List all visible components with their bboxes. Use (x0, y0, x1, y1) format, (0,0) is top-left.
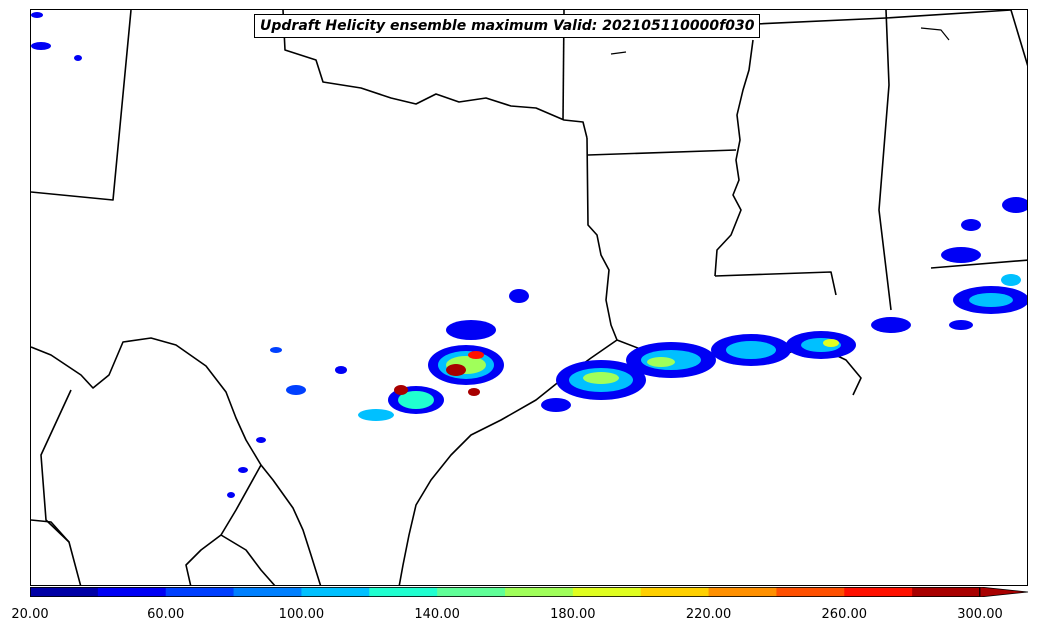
helicity-cell (468, 351, 484, 359)
map-title: Updraft Helicity ensemble maximum Valid:… (254, 14, 761, 38)
helicity-cell (286, 385, 306, 395)
map-canvas (31, 10, 1027, 585)
boundary-fl (930, 259, 1027, 269)
state-boundaries (31, 10, 1027, 585)
helicity-cell (398, 391, 434, 409)
colorbar-segment (640, 587, 710, 597)
boundary-mx-2 (31, 519, 70, 543)
helicity-cell (394, 385, 408, 395)
helicity-cell (583, 372, 619, 384)
colorbar-segment (844, 587, 913, 597)
helicity-cell (238, 467, 248, 473)
colorbar-segment (776, 587, 845, 597)
helicity-cell (227, 492, 235, 498)
colorbar-segment (437, 587, 506, 597)
colorbar-tick-label: 300.00 (957, 607, 1003, 622)
helicity-cell (961, 219, 981, 231)
boundary-nm-panhandle (31, 10, 132, 201)
boundary-al-ga (1010, 10, 1027, 67)
boundary-ms-al (878, 10, 892, 311)
helicity-cell (969, 293, 1013, 307)
helicity-swaths (31, 12, 1027, 498)
helicity-cell (941, 247, 981, 263)
colorbar-extend-arrow (979, 587, 1029, 597)
boundary-mx-1 (40, 389, 82, 585)
helicity-cell (358, 409, 394, 421)
helicity-cell (1001, 274, 1021, 286)
boundary-mississippi (714, 39, 754, 277)
boundary-red-river (282, 10, 588, 139)
colorbar-segment (708, 587, 777, 597)
colorbar-tick-label: 100.00 (278, 607, 325, 622)
helicity-cell (541, 398, 571, 412)
colorbar-tick-label: 60.00 (147, 607, 185, 622)
colorbar-segment (572, 587, 642, 597)
helicity-cell (74, 55, 82, 61)
colorbar-segment (505, 587, 574, 597)
boundary-sabine (586, 137, 618, 341)
boundary-rio-grande (31, 337, 322, 585)
helicity-cell (509, 289, 529, 303)
colorbar (30, 587, 1029, 597)
boundary-ar-la (587, 149, 737, 156)
helicity-cell (335, 366, 347, 374)
colorbar-segment (165, 587, 235, 597)
helicity-cell (256, 437, 266, 443)
colorbar-segment (30, 587, 99, 597)
helicity-cell (823, 339, 839, 347)
helicity-cell (31, 12, 43, 18)
colorbar-segment (301, 587, 370, 597)
colorbar-tick-label: 20.00 (11, 607, 49, 622)
map-panel[interactable] (30, 9, 1028, 586)
helicity-cell (871, 317, 911, 333)
boundary-mx-4 (220, 534, 276, 585)
colorbar-tick-label: 140.00 (414, 607, 460, 622)
helicity-cell (270, 347, 282, 353)
helicity-cell (468, 388, 480, 396)
colorbar-tick-label: 180.00 (550, 607, 596, 622)
helicity-cell (647, 357, 675, 367)
helicity-cell (31, 42, 51, 50)
colorbar-segment (369, 587, 438, 597)
helicity-cell (726, 341, 776, 359)
lake-detail (920, 27, 950, 41)
lake-detail-2 (610, 51, 627, 55)
colorbar-outline (30, 587, 980, 597)
helicity-cell (446, 320, 496, 340)
colorbar-tick-label: 220.00 (685, 607, 732, 622)
boundary-mx-3 (185, 464, 262, 585)
colorbar-segment (97, 587, 167, 597)
colorbar-tick-label: 260.00 (821, 607, 868, 622)
boundary-la-ms (714, 271, 837, 296)
helicity-cell (446, 364, 466, 376)
helicity-cell (1002, 197, 1027, 213)
helicity-cell (949, 320, 973, 330)
boundary-tn (755, 10, 1012, 25)
colorbar-segment (233, 587, 302, 597)
colorbar-segment (912, 587, 981, 597)
